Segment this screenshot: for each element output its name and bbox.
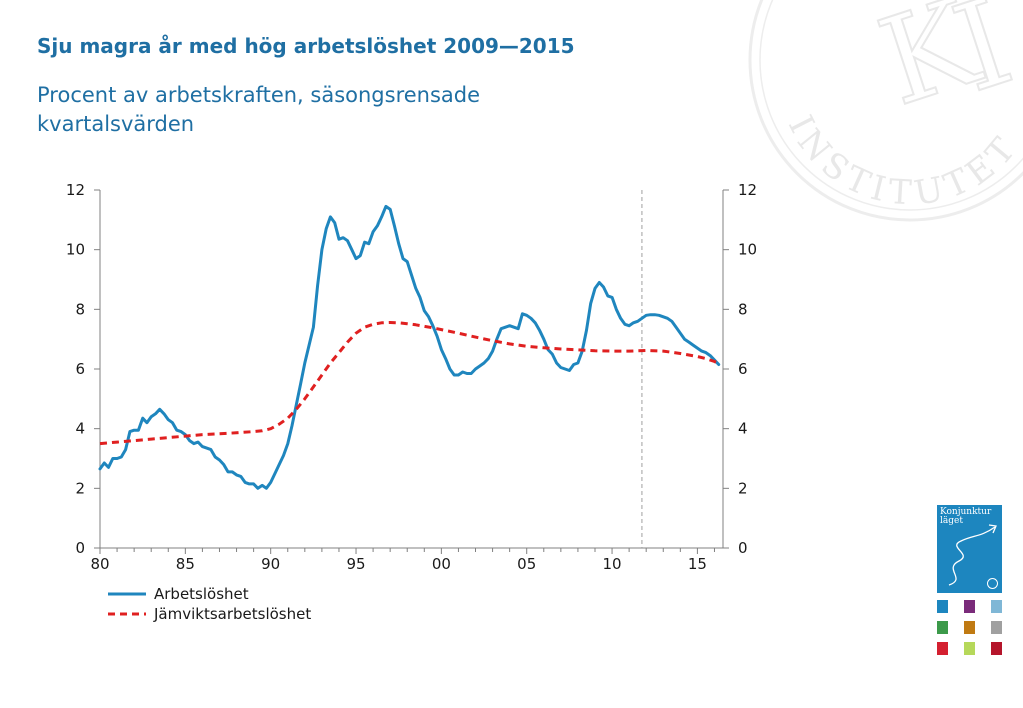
y-tick-label-right: 8 (738, 300, 748, 318)
x-tick-label: 10 (603, 555, 622, 573)
report-thumbnail[interactable] (964, 621, 975, 634)
konjunkturlaget-cover-icon[interactable]: Konjunktur läget (937, 505, 1002, 593)
institute-seal-watermark: INSTITUTET K I (748, 0, 1023, 222)
cover-arrow-icon (948, 524, 997, 586)
y-tick-label-left: 0 (75, 539, 85, 557)
chart-plot-area (98, 204, 721, 490)
cover-badge-icon (987, 578, 998, 589)
x-tick-label: 90 (261, 555, 280, 573)
y-tick-label-left: 12 (66, 181, 85, 199)
y-tick-label-left: 8 (75, 300, 85, 318)
cover-title: Konjunktur läget (940, 507, 992, 526)
y-tick-label-right: 2 (738, 479, 748, 497)
legend-label: Arbetslöshet (154, 585, 249, 603)
report-thumbnail[interactable] (937, 642, 948, 655)
chart-title: Sju magra år med hög arbetslöshet 2009—2… (37, 34, 575, 58)
report-thumbnail[interactable] (937, 600, 948, 613)
y-tick-label-left: 2 (75, 479, 85, 497)
report-thumbnail[interactable] (991, 621, 1002, 634)
x-tick-label: 95 (346, 555, 365, 573)
report-thumbnail[interactable] (964, 642, 975, 655)
chart-legend: Arbetslöshet Jämviktsarbetslöshet (108, 585, 311, 623)
report-thumbnail[interactable] (964, 600, 975, 613)
y-tick-label-right: 10 (738, 241, 757, 259)
x-tick-label: 85 (176, 555, 195, 573)
series-line-unemployment (98, 204, 721, 490)
legend-label: Jämviktsarbetslöshet (153, 605, 311, 623)
report-thumbnail[interactable] (991, 642, 1002, 655)
report-thumbnail[interactable] (937, 621, 948, 634)
x-tick-label: 00 (432, 555, 451, 573)
y-tick-label-right: 0 (738, 539, 748, 557)
series-line-equilibrium (99, 321, 720, 446)
y-tick-label-left: 10 (66, 241, 85, 259)
y-tick-label-right: 12 (738, 181, 757, 199)
x-tick-label: 05 (517, 555, 536, 573)
x-tick-label: 15 (688, 555, 707, 573)
y-tick-label-right: 6 (738, 360, 748, 378)
chart-subtitle: Procent av arbetskraften, säsongsrensade… (37, 83, 481, 136)
y-tick-label-left: 4 (75, 420, 85, 438)
x-tick-label: 80 (90, 555, 109, 573)
y-tick-label-left: 6 (75, 360, 85, 378)
y-tick-label-right: 4 (738, 420, 748, 438)
report-thumbnail[interactable] (991, 600, 1002, 613)
